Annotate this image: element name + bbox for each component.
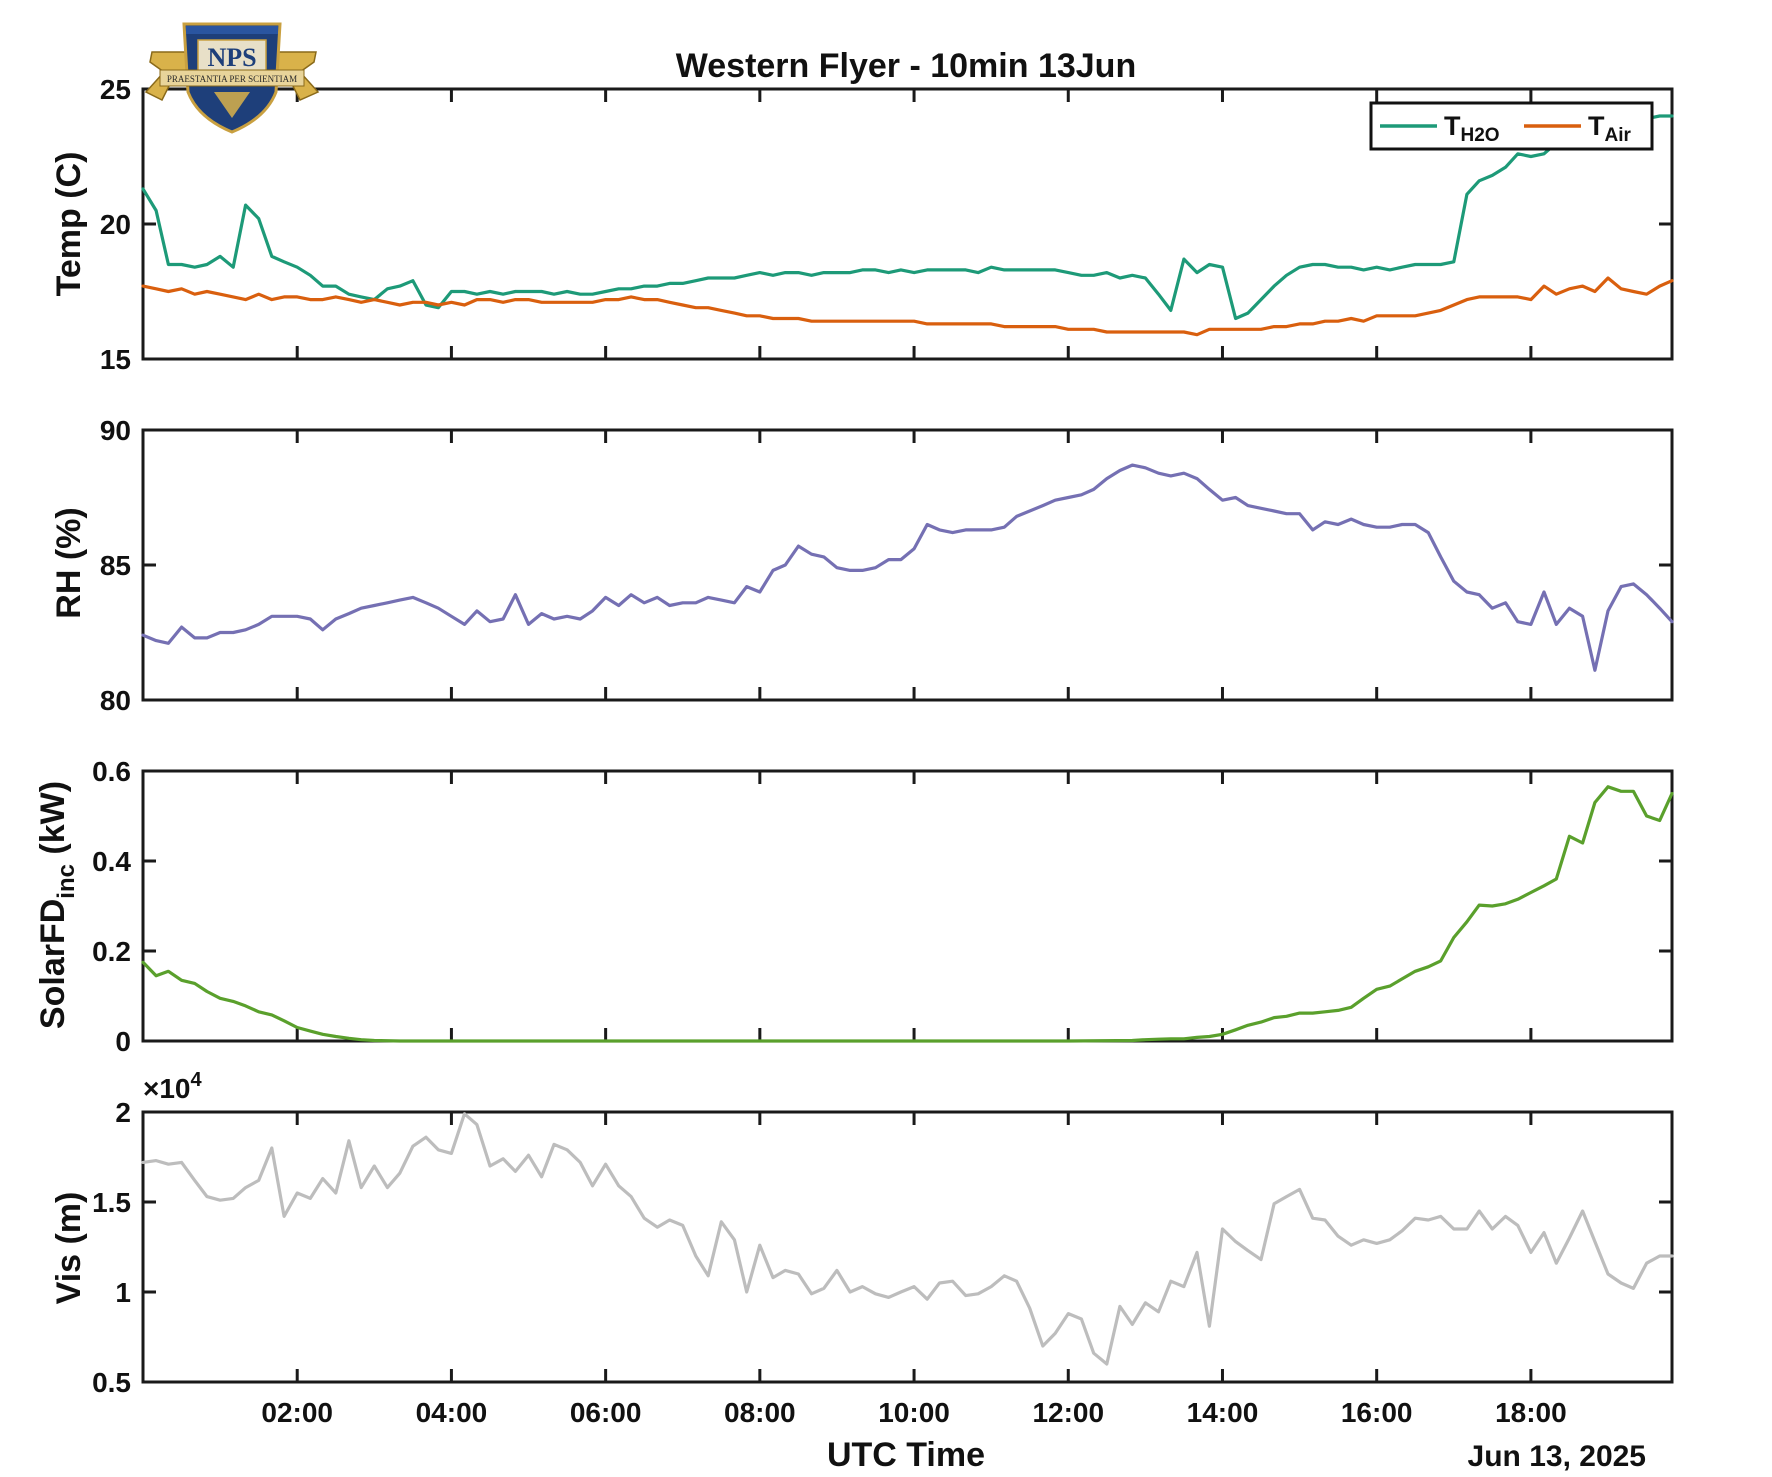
y-tick-label: 0.2 <box>92 936 131 967</box>
legend-label-t-air: TAir <box>1588 111 1632 146</box>
vis-exponent: ×104 <box>143 1069 203 1104</box>
temp-panel: 15 20 25 <box>100 74 1674 375</box>
y-tick-label: 90 <box>100 415 131 446</box>
solar-ylabel-base: SolarFD <box>34 899 72 1029</box>
y-tick-label: 25 <box>100 74 131 105</box>
x-tick-label: 12:00 <box>1032 1397 1104 1428</box>
rh-panel: 80 85 90 <box>100 415 1674 716</box>
vis-panel: 0.5 1 1.5 2 02:00 04:00 06:00 08:00 10:00 12:00 14… <box>92 1097 1674 1428</box>
y-tick-label: 85 <box>100 550 131 581</box>
chart-title: Western Flyer - 10min 13Jun <box>676 47 1136 85</box>
vis-exponent-base: ×10 <box>143 1073 191 1104</box>
x-axis-label: UTC Time <box>827 1436 985 1474</box>
rh-ylabel: RH (%) <box>50 507 88 618</box>
legend: TH2O TAir <box>1369 101 1654 151</box>
y-tick-label: 0.6 <box>92 756 131 787</box>
solar-panel: 0 0.2 0.4 0.6 <box>92 756 1674 1057</box>
x-tick-label: 08:00 <box>724 1397 796 1428</box>
x-tick-label: 16:00 <box>1341 1397 1413 1428</box>
x-tick-label: 18:00 <box>1495 1397 1567 1428</box>
series-line-t-h2o <box>141 114 1674 321</box>
y-tick-label: 80 <box>100 685 131 716</box>
x-tick-label: 06:00 <box>570 1397 642 1428</box>
y-tick-label: 15 <box>100 344 131 375</box>
vis-exponent-power: 4 <box>191 1069 203 1091</box>
nps-shield-logo: NPS PRAESTANTIA PER SCIENTIAM <box>144 22 320 134</box>
y-tick-label: 2 <box>115 1097 131 1128</box>
y-tick-label: 0.5 <box>92 1367 131 1398</box>
logo-motto: PRAESTANTIA PER SCIENTIAM <box>167 74 297 84</box>
series-line-solar <box>141 785 1674 1043</box>
y-tick-label: 1.5 <box>92 1187 131 1218</box>
axes-box <box>141 428 1674 702</box>
y-tick-label: 0 <box>115 1026 131 1057</box>
axes-box <box>141 1110 1674 1384</box>
series-line-rh <box>141 463 1674 672</box>
vis-ylabel: Vis (m) <box>50 1192 88 1305</box>
y-tick-label: 1 <box>115 1277 131 1308</box>
logo-text: NPS <box>207 43 256 72</box>
x-tick-label: 10:00 <box>878 1397 950 1428</box>
y-tick-label: 20 <box>100 209 131 240</box>
x-tick-label: 02:00 <box>261 1397 333 1428</box>
series-line-t-air <box>141 276 1674 337</box>
x-tick-label: 04:00 <box>416 1397 488 1428</box>
temp-ylabel: Temp (C) <box>50 152 88 297</box>
solar-ylabel-sub: inc <box>53 864 80 899</box>
series-line-vis <box>141 1112 1674 1366</box>
solar-ylabel: SolarFDinc (kW) <box>34 781 80 1029</box>
x-tick-label: 14:00 <box>1187 1397 1259 1428</box>
axes-box <box>141 769 1674 1043</box>
date-label: Jun 13, 2025 <box>1468 1440 1646 1473</box>
y-tick-label: 0.4 <box>92 846 131 877</box>
legend-label-t-h2o: TH2O <box>1444 111 1500 146</box>
solar-ylabel-unit: (kW) <box>34 781 72 864</box>
